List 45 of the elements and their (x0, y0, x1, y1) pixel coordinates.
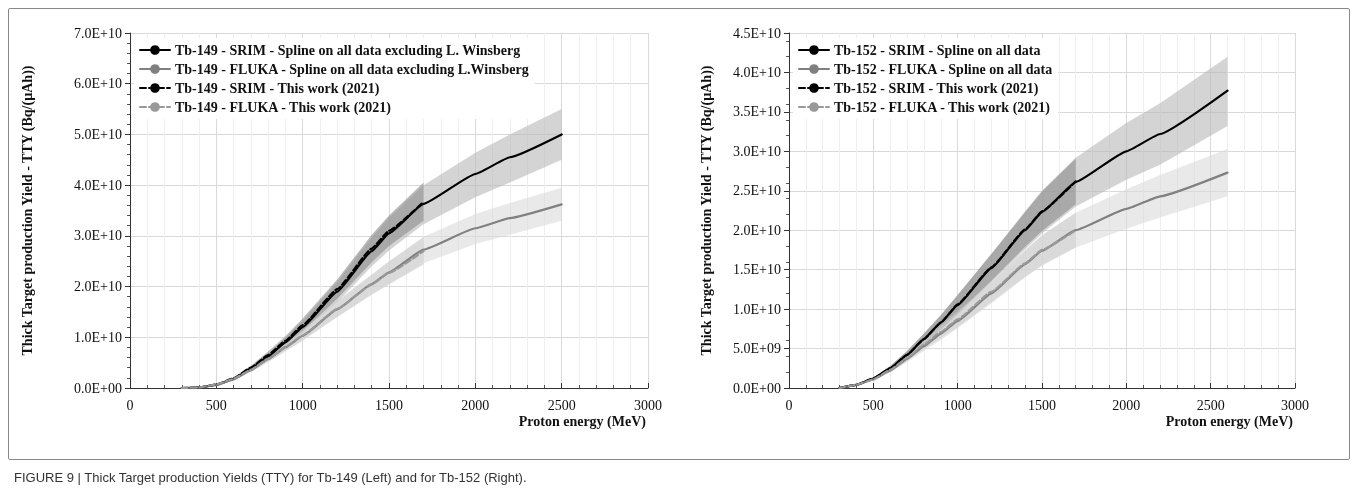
x-tick-label: 1500 (375, 397, 403, 413)
y-tick-label: 7.0E+10 (74, 25, 122, 41)
x-tick-label: 3000 (634, 397, 662, 413)
y-tick-label: 0.0E+00 (74, 380, 122, 396)
y-tick-label: 1.0E+10 (733, 301, 781, 317)
legend-label: Tb-149 - FLUKA - This work (2021) (175, 99, 392, 116)
x-tick-label: 0 (785, 397, 793, 413)
x-axis-title: Proton energy (MeV) (518, 413, 647, 430)
x-tick-label: 2500 (1196, 397, 1225, 413)
y-tick-label: 3.0E+10 (733, 143, 781, 159)
legend-label: Tb-152 - FLUKA - This work (2021) (834, 99, 1051, 116)
legend-label: Tb-149 - FLUKA - Spline on all data excluding L.Winsberg (175, 61, 529, 77)
y-tick-label: 3.5E+10 (733, 104, 781, 120)
x-tick-label: 2000 (1112, 397, 1141, 413)
caption: FIGURE 9 | Thick Target production Yields (TTY) for Tb-149 (Left) and for Tb-152 (Right). (14, 470, 527, 485)
y-axis-title: Thick Target production Yield - TTY (Bq/(µAh)) (698, 65, 715, 356)
y-tick-label: 1.0E+10 (74, 329, 122, 345)
x-tick-label: 2000 (461, 397, 490, 413)
x-tick-label: 0 (126, 397, 134, 413)
y-tick-label: 6.0E+10 (74, 76, 122, 92)
y-tick-label: 1.5E+10 (733, 262, 781, 278)
x-tick-label: 3000 (1281, 397, 1309, 413)
x-tick-label: 500 (862, 397, 884, 413)
y-tick-label: 2.5E+10 (733, 183, 781, 199)
y-tick-label: 4.0E+10 (733, 64, 781, 80)
y-axis-title: Thick Target production Yield - TTY (Bq/(µAh)) (19, 65, 36, 356)
x-tick-label: 1500 (1028, 397, 1056, 413)
legend-label: Tb-149 - SRIM - Spline on all data excluding L. Winsberg (175, 42, 521, 58)
y-tick-label: 5.0E+09 (733, 341, 781, 357)
legend-label: Tb-152 - FLUKA - Spline on all data (834, 61, 1053, 77)
x-tick-label: 1000 (943, 397, 972, 413)
legend-label: Tb-149 - SRIM - This work (2021) (175, 80, 380, 97)
x-tick-label: 2500 (547, 397, 576, 413)
x-tick-label: 500 (205, 397, 227, 413)
y-tick-label: 4.0E+10 (74, 177, 122, 193)
y-tick-label: 2.0E+10 (74, 279, 122, 295)
y-tick-label: 3.0E+10 (74, 228, 122, 244)
x-axis-title: Proton energy (MeV) (1165, 413, 1294, 430)
y-tick-label: 4.5E+10 (733, 25, 781, 41)
y-tick-label: 0.0E+00 (733, 380, 781, 396)
legend-label: Tb-152 - SRIM - This work (2021) (834, 80, 1039, 97)
x-tick-label: 1000 (288, 397, 317, 413)
y-tick-label: 2.0E+10 (733, 222, 781, 238)
legend-label: Tb-152 - SRIM - Spline on all data (834, 42, 1041, 58)
y-tick-label: 5.0E+10 (74, 126, 122, 142)
